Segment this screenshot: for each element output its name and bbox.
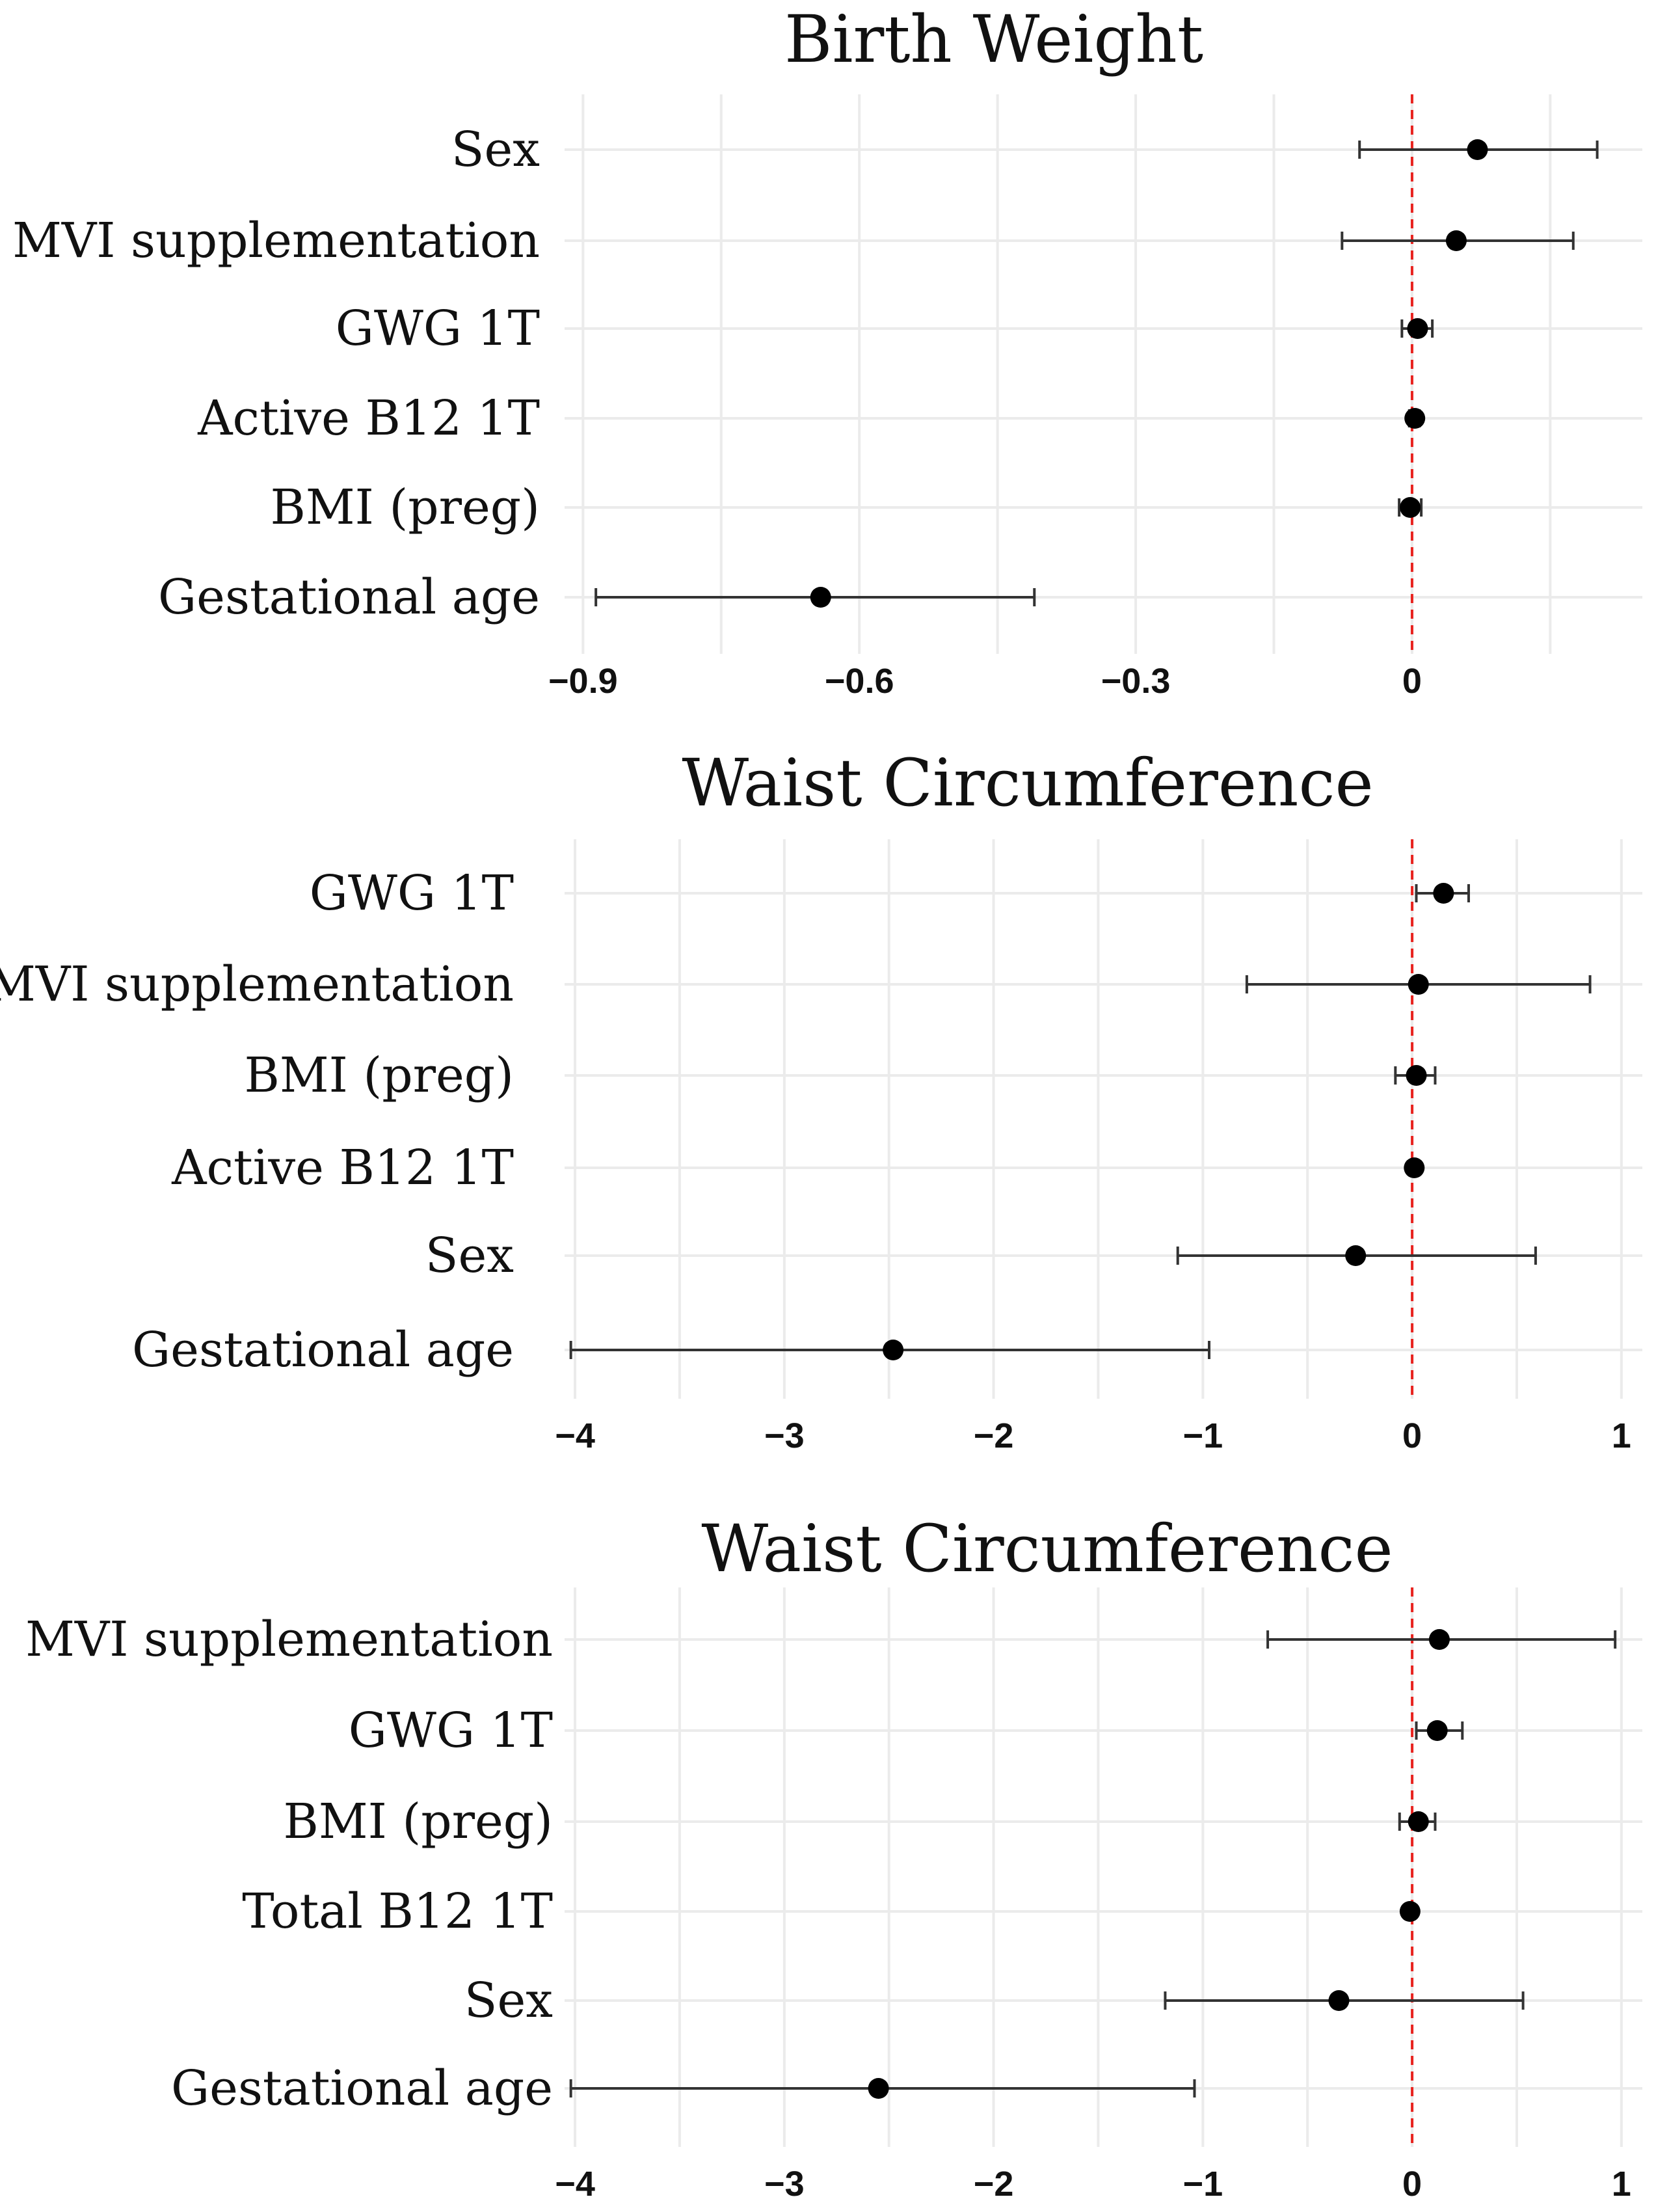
y-axis-label: Sex [464,1973,553,2029]
panel-2: Waist Circumference GWG 1T MVI supplementa… [0,745,1642,1455]
point-estimate [1400,497,1421,518]
panel-title: Waist Circumference [682,745,1373,821]
y-axis-label: Sex [451,122,540,178]
x-tick-label: −4 [555,1416,595,1455]
panel-title: Waist Circumference [701,1511,1393,1587]
point-estimate [1408,974,1429,995]
y-axis-label: Sex [425,1228,514,1284]
point-estimate [1328,1990,1350,2011]
y-axis-label: Active B12 1T [197,390,540,446]
y-axis-label: Total B12 1T [242,1883,553,1939]
point-estimate [1407,318,1428,339]
point-estimate [1445,230,1467,251]
point-estimate [883,1340,904,1360]
x-tick-label: −0.3 [1101,662,1171,701]
y-axis-label: MVI supplementation [12,213,540,269]
x-tick-label: 0 [1402,662,1422,701]
point-estimate [1467,139,1488,160]
y-axis-label: BMI (preg) [244,1047,514,1103]
y-axis-label: Gestational age [132,1322,514,1378]
x-tick-label: −0.6 [825,662,894,701]
y-axis-label: Active B12 1T [171,1140,514,1196]
y-axis-label: MVI supplementation [0,956,514,1012]
y-axis-label: MVI supplementation [25,1612,553,1667]
x-tick-label: −3 [764,2165,805,2204]
x-tick-label: 0 [1402,2165,1422,2204]
point-estimate [1408,1811,1429,1832]
point-estimate [868,2078,889,2099]
x-tick-label: −0.9 [548,662,618,701]
point-estimate [1399,1901,1421,1922]
x-tick-label: −1 [1183,2165,1223,2204]
x-tick-label: −2 [974,1416,1014,1455]
point-estimate [1404,1157,1425,1178]
point-estimate [1345,1245,1367,1266]
point-estimate [1433,883,1454,904]
y-axis-label: Gestational age [171,2060,553,2116]
x-tick-label: 0 [1402,1416,1422,1455]
x-tick-label: −2 [974,2165,1014,2204]
x-tick-label: −3 [764,1416,805,1455]
panel-title: Birth Weight [784,1,1203,77]
panel-3: Waist Circumference MVI supplementation GW… [25,1511,1642,2204]
x-tick-label: −4 [555,2165,595,2204]
x-tick-label: −1 [1183,1416,1223,1455]
x-tick-label: 1 [1612,1416,1631,1455]
point-estimate [810,587,831,608]
y-axis-label: GWG 1T [349,1703,553,1759]
point-estimate [1406,1065,1427,1086]
point-estimate [1428,1629,1450,1650]
panel-1: Birth Weight Sex MVI supplementation GWG 1T… [12,1,1642,701]
y-axis-label: BMI (preg) [270,479,540,535]
point-estimate [1426,1720,1448,1741]
y-axis-label: Gestational age [158,569,540,625]
x-tick-label: 1 [1612,2165,1631,2204]
y-axis-label: BMI (preg) [283,1794,553,1850]
y-axis-label: GWG 1T [310,865,514,921]
point-estimate [1404,408,1426,429]
y-axis-label: GWG 1T [336,301,540,357]
